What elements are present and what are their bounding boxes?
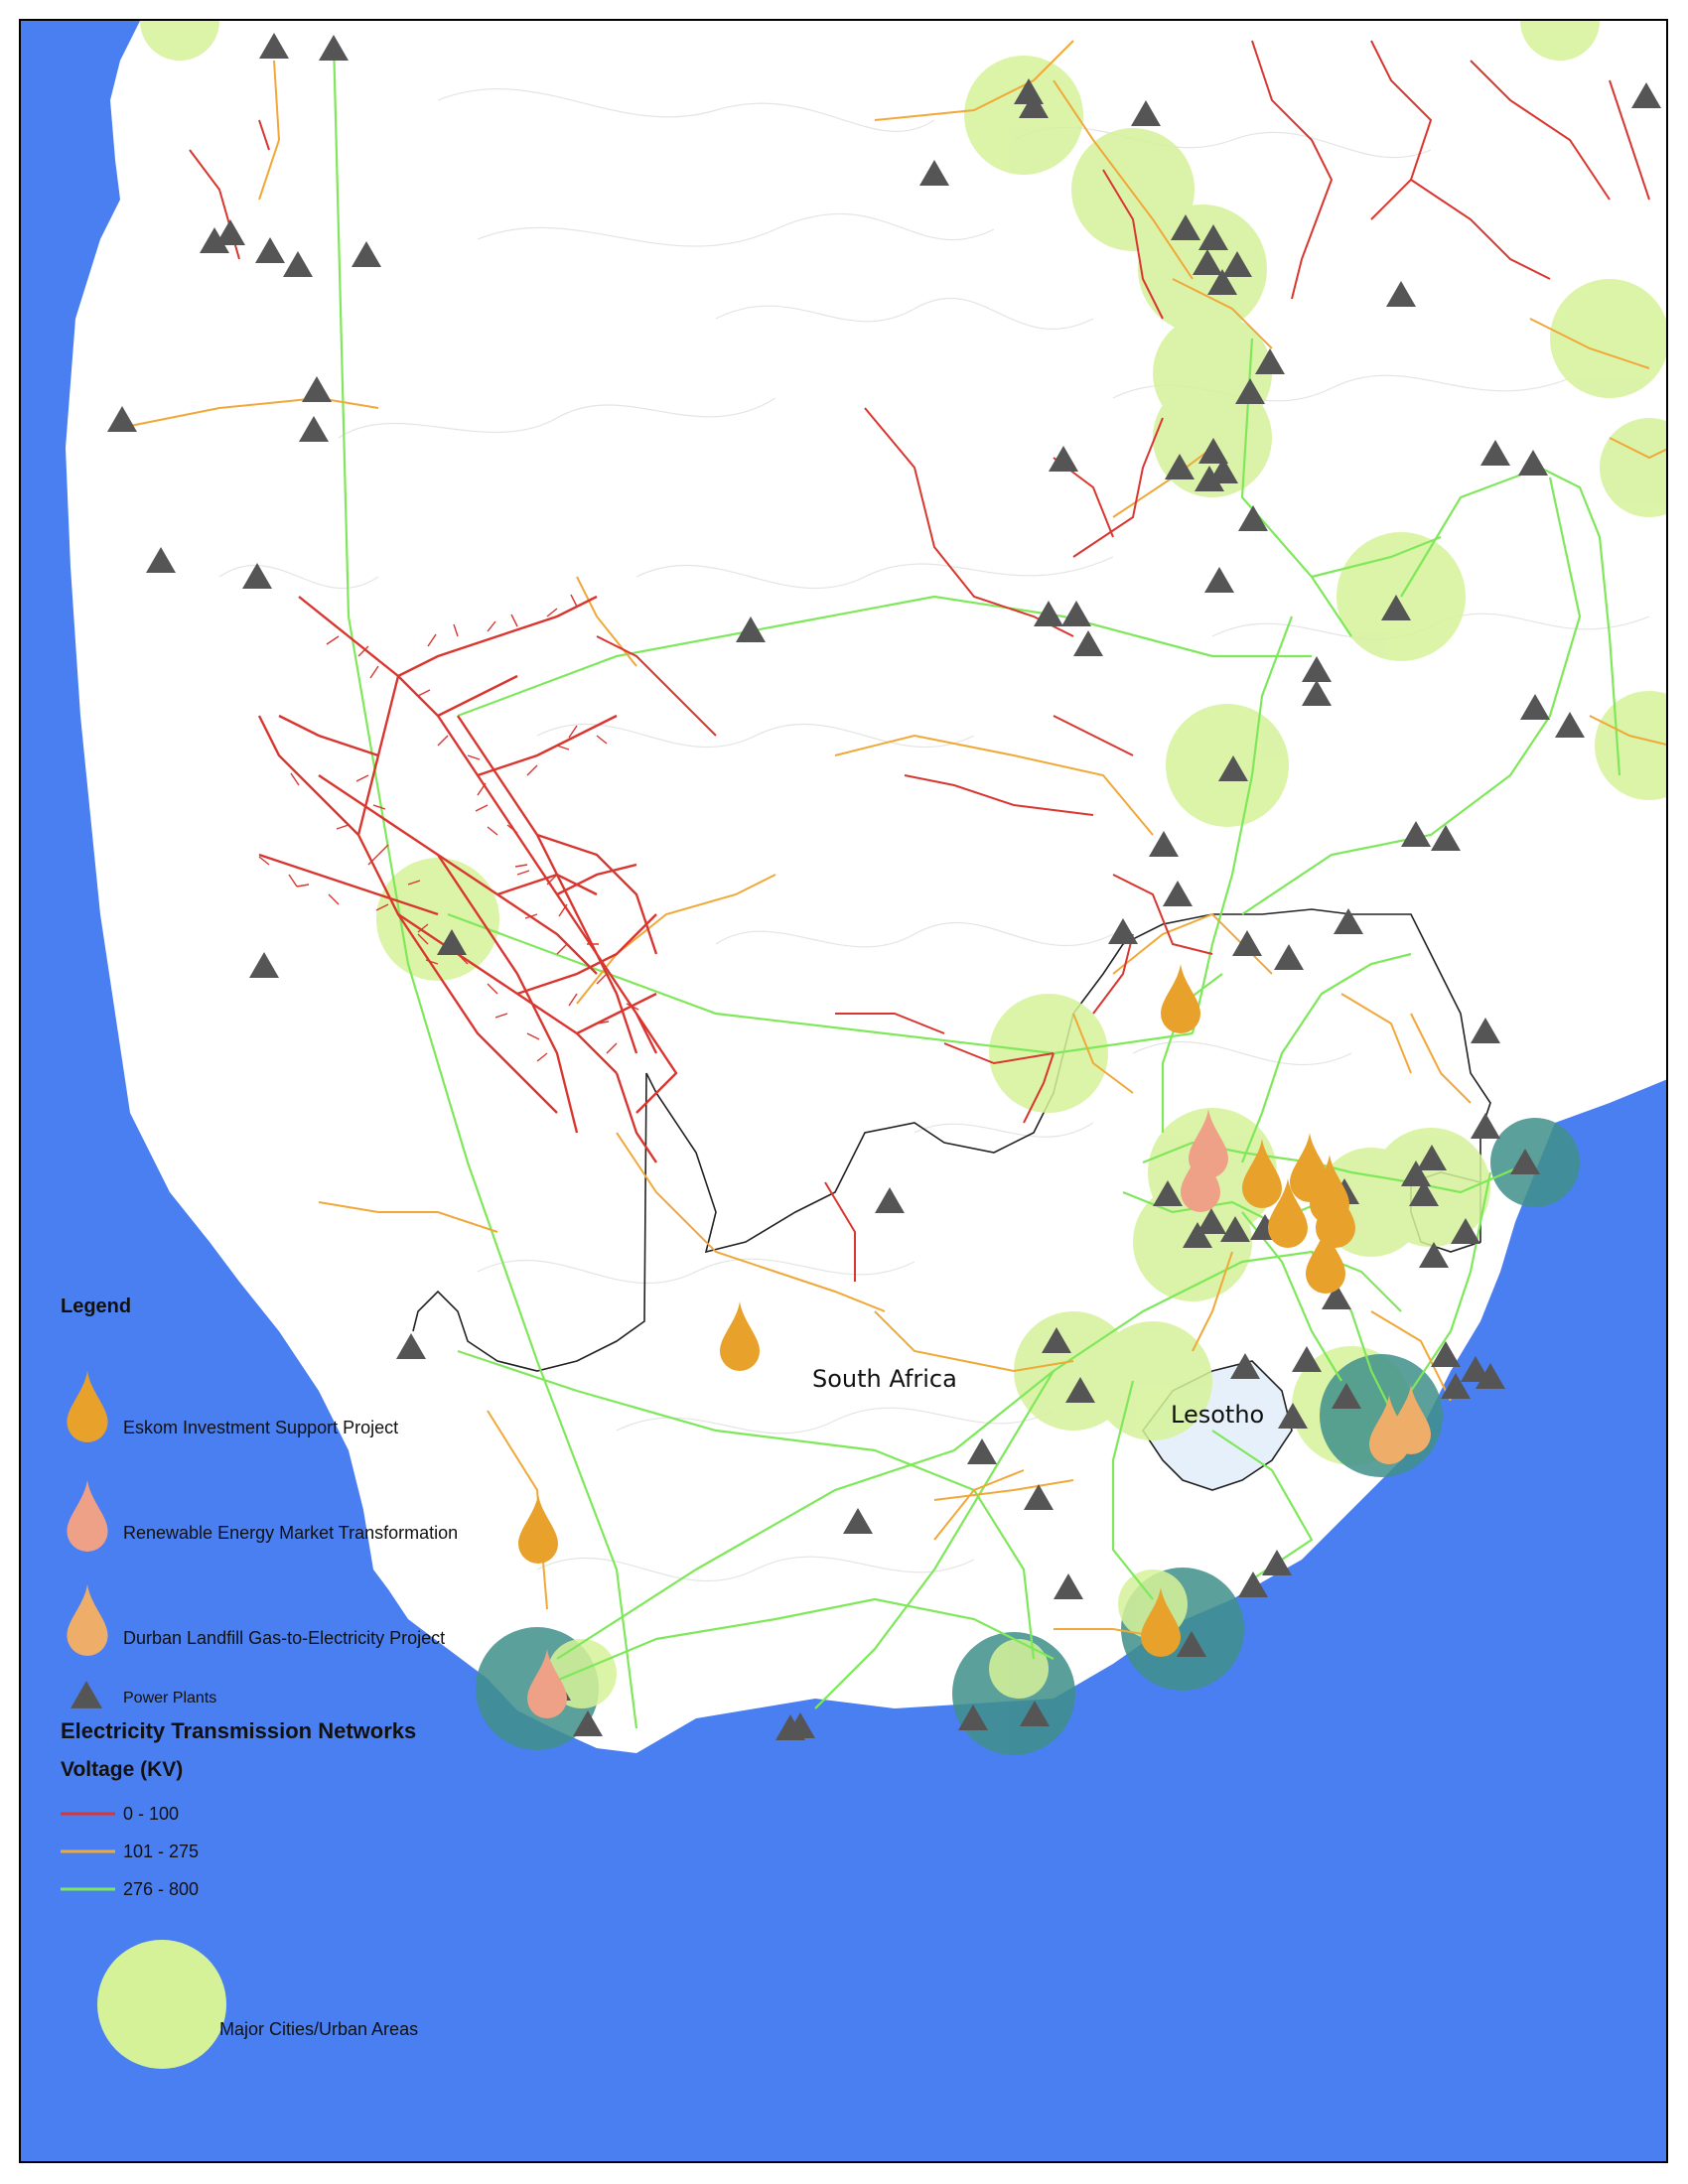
label-south-africa: South Africa [812, 1365, 957, 1393]
dense-network-branches [258, 594, 639, 1062]
legend-networks-title: Electricity Transmission Networks [61, 1718, 416, 1743]
label-lesotho: Lesotho [1171, 1401, 1264, 1429]
legend-eskom-label: Eskom Investment Support Project [123, 1418, 398, 1437]
legend-urban-icon [97, 1940, 226, 2069]
legend: Legend Eskom Investment Support Project … [61, 1296, 458, 2069]
legend-renewable-label: Renewable Energy Market Transformation [123, 1523, 458, 1543]
legend-voltage-high: 276 - 800 [123, 1879, 199, 1899]
legend-voltage-low: 0 - 100 [123, 1804, 179, 1824]
legend-power-plants-label: Power Plants [123, 1690, 216, 1706]
map-frame: South Africa Lesotho Legend Eskom Invest… [19, 19, 1668, 2163]
legend-voltage-title: Voltage (KV) [61, 1758, 183, 1781]
map-canvas[interactable]: South Africa Lesotho Legend Eskom Invest… [21, 21, 1668, 2163]
lines-276-800 [332, 40, 1621, 1729]
lines-101-275 [119, 40, 1666, 1640]
legend-title: Legend [61, 1296, 131, 1317]
legend-durban-label: Durban Landfill Gas-to-Electricity Proje… [123, 1628, 445, 1648]
terrain-contours [218, 87, 1650, 1582]
legend-voltage-mid: 101 - 275 [123, 1842, 199, 1861]
legend-urban-label: Major Cities/Urban Areas [219, 2019, 418, 2039]
